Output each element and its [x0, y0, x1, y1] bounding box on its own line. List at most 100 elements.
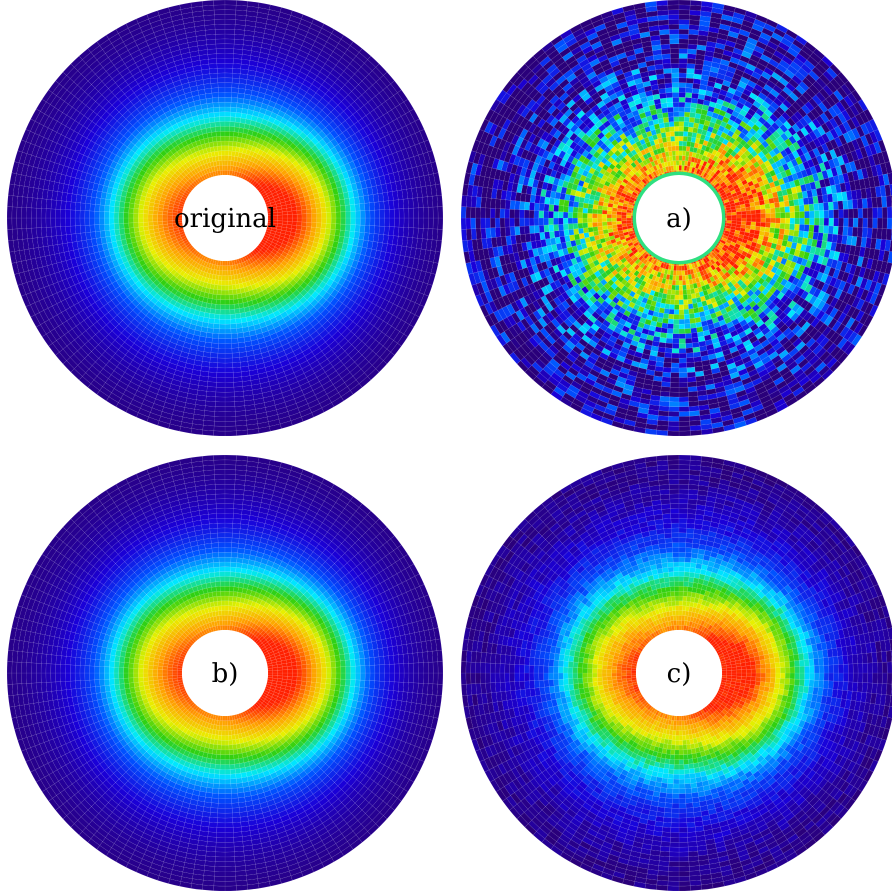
heatmap-cell	[7, 228, 14, 241]
heatmap-cell	[104, 223, 110, 231]
heatmap-cell	[233, 43, 244, 50]
heatmap-cell	[349, 224, 356, 232]
heatmap-cell	[611, 214, 617, 219]
heatmap-cell	[220, 131, 226, 137]
heatmap-cell	[124, 201, 130, 209]
heatmap-cell	[206, 391, 217, 398]
heatmap-cell	[726, 217, 732, 221]
heatmap-cell	[224, 338, 232, 344]
heatmap-cell	[221, 160, 226, 166]
heatmap-cell	[224, 406, 236, 412]
heatmap-cell	[306, 217, 312, 223]
heatmap-cell	[224, 97, 232, 103]
heatmap-cell	[133, 217, 139, 223]
heatmap-cell	[681, 275, 686, 281]
heatmap-cell	[123, 212, 129, 219]
heatmap-cell	[60, 217, 66, 227]
heatmap-cell	[207, 48, 217, 55]
heatmap-cell	[94, 224, 101, 232]
heatmap-cell	[31, 227, 38, 239]
heatmap-cell	[209, 357, 218, 364]
heatmap-cell	[231, 87, 239, 94]
heatmap-cell	[94, 217, 100, 226]
heatmap-cell	[232, 63, 242, 70]
heatmap-cell	[335, 217, 342, 225]
heatmap-cell	[113, 223, 120, 230]
heatmap-cell	[393, 199, 400, 210]
heatmap-cell	[224, 67, 234, 74]
heatmap-cell	[741, 217, 747, 222]
heatmap-cell	[216, 372, 226, 378]
heatmap-cell	[213, 420, 226, 427]
heatmap-cell	[204, 24, 216, 31]
heatmap-cell	[389, 217, 395, 228]
heatmap-cell	[217, 150, 222, 157]
heatmap-cell	[324, 228, 331, 235]
heatmap-cell	[607, 224, 613, 230]
heatmap-cell	[235, 415, 247, 422]
heatmap-cell	[232, 68, 241, 74]
heatmap-cell	[676, 165, 680, 171]
heatmap-cell	[224, 420, 237, 427]
heatmap-cell	[217, 357, 226, 364]
heatmap-cell	[224, 150, 229, 156]
heatmap-cell	[210, 347, 219, 354]
heatmap-cell	[222, 169, 226, 176]
heatmap-cell	[672, 160, 677, 166]
heatmap-cell	[224, 323, 231, 330]
heatmap-cell	[224, 58, 234, 64]
heatmap-cell	[215, 299, 221, 305]
heatmap-cell	[224, 33, 235, 40]
heatmap-cell	[216, 289, 222, 296]
heatmap-cell	[75, 202, 81, 211]
heatmap-cell	[205, 400, 216, 407]
heatmap-cell	[84, 217, 91, 226]
heatmap-cell	[142, 217, 149, 223]
heatmap-cell	[203, 415, 215, 422]
heatmap-cell	[418, 207, 424, 219]
heatmap-cell	[215, 396, 226, 403]
heatmap-cell	[206, 43, 217, 50]
heatmap-cell	[206, 327, 214, 334]
heatmap-cell	[213, 323, 220, 330]
heatmap-cell	[611, 217, 617, 222]
heatmap-cell	[224, 165, 228, 171]
heatmap-cell	[224, 53, 234, 59]
heatmap-cell	[230, 318, 237, 325]
heatmap-cell	[222, 165, 226, 171]
heatmap-cell	[224, 4, 237, 11]
heatmap-cell	[227, 270, 232, 276]
heatmap-cell	[7, 195, 14, 208]
heatmap-cell	[118, 217, 124, 224]
heatmap-cell	[35, 207, 42, 219]
heatmap-cell	[224, 101, 232, 108]
heatmap-cell	[675, 275, 680, 281]
heatmap-cell	[36, 198, 43, 209]
heatmap-cell	[207, 53, 217, 60]
heatmap-cell	[315, 222, 322, 229]
heatmap-cell	[94, 210, 100, 219]
heatmap-cell	[118, 206, 125, 213]
heatmap-cell	[205, 34, 216, 41]
heatmap-cell	[235, 322, 243, 329]
heatmap-cell	[398, 208, 405, 219]
heatmap-cell	[16, 217, 23, 230]
heatmap-cell	[209, 362, 218, 368]
heatmap-cell	[216, 136, 222, 142]
heatmap-cell	[272, 215, 278, 219]
heatmap-cell	[229, 299, 235, 305]
heatmap-cell	[133, 226, 140, 233]
heatmap-cell	[224, 77, 233, 84]
panel-original: original	[7, 0, 443, 436]
heatmap-cell	[296, 217, 303, 223]
heatmap-cell	[215, 43, 226, 50]
heatmap-cell	[359, 217, 366, 226]
heatmap-cell	[123, 222, 130, 229]
heatmap-cell	[152, 214, 158, 219]
heatmap-cell	[626, 215, 632, 219]
heatmap-cell	[215, 33, 226, 40]
heatmap-cell	[40, 208, 47, 219]
heatmap-cell	[224, 328, 232, 335]
heatmap-cell	[745, 221, 752, 226]
heatmap-cell	[393, 208, 400, 219]
